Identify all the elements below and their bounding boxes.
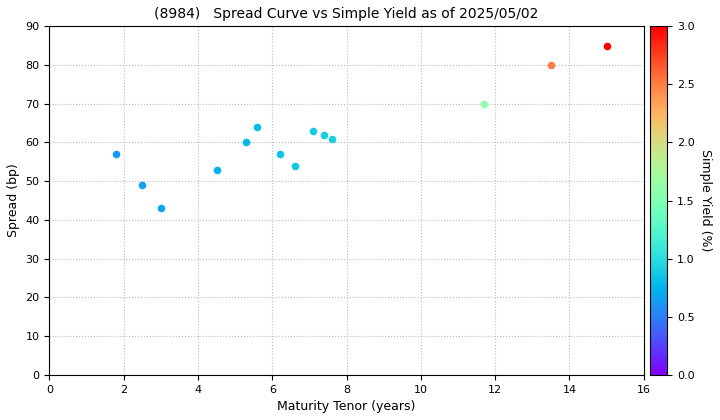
Point [289,162,300,169]
Point [545,62,557,68]
Point [307,127,319,134]
Point [478,100,490,107]
Point [251,123,263,130]
Y-axis label: Spread (bp): Spread (bp) [7,164,20,237]
X-axis label: Maturity Tenor (years): Maturity Tenor (years) [277,400,415,413]
Point [326,135,338,142]
Point [274,151,285,158]
Point [240,139,252,146]
Title: (8984)   Spread Curve vs Simple Yield as of 2025/05/02: (8984) Spread Curve vs Simple Yield as o… [154,7,539,21]
Point [601,42,613,49]
Y-axis label: Simple Yield (%): Simple Yield (%) [698,150,711,252]
Point [137,182,148,189]
Point [155,205,166,212]
Point [318,131,330,138]
Point [110,151,122,158]
Point [211,166,222,173]
